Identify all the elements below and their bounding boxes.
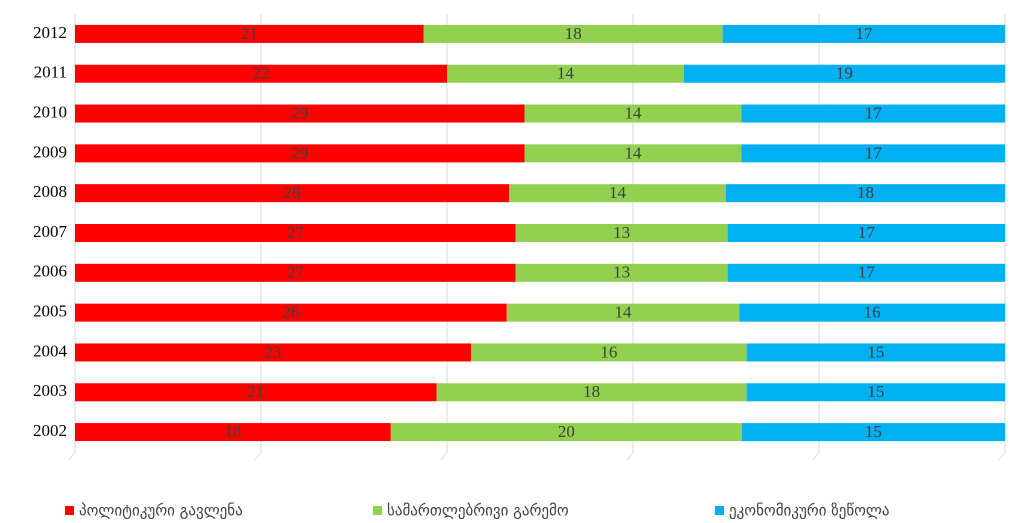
data-label: 13	[613, 263, 630, 282]
data-label: 17	[865, 143, 883, 162]
legend-swatch	[715, 506, 724, 515]
bar-segment	[75, 224, 516, 242]
bar-segment	[741, 423, 1005, 442]
y-tick-label: 2005	[33, 302, 67, 321]
bar-segment	[75, 64, 447, 83]
data-label: 19	[836, 64, 853, 83]
data-label: 23	[265, 342, 282, 361]
data-label: 27	[287, 223, 305, 242]
y-tick-label: 2010	[33, 102, 67, 121]
data-label: 15	[867, 382, 884, 401]
tick-mark	[68, 451, 76, 461]
data-label: 18	[565, 24, 582, 43]
legend-label: პოლიტიკური გავლენა	[79, 502, 243, 520]
y-tick-label: 2011	[34, 63, 67, 82]
data-label: 17	[858, 223, 876, 242]
bar-segment	[515, 224, 728, 242]
bar-segment	[75, 144, 525, 163]
bar-segment	[739, 303, 1005, 322]
tick-mark	[626, 451, 634, 461]
y-tick-label: 2008	[33, 182, 67, 201]
bar-segment	[390, 423, 742, 442]
bar-segment	[423, 24, 723, 43]
data-label: 21	[247, 382, 264, 401]
y-tick-label: 2012	[33, 23, 67, 42]
bar-segment	[75, 24, 424, 43]
y-tick-label: 2003	[33, 381, 67, 400]
bar-segment	[746, 383, 1005, 402]
data-label: 14	[615, 303, 633, 322]
bar-segment	[506, 303, 740, 322]
bar-segment	[447, 64, 684, 83]
bar-segment	[524, 144, 742, 163]
bar-segment	[471, 343, 747, 362]
bar-segment	[722, 24, 1005, 43]
data-label: 14	[557, 64, 575, 83]
data-label: 27	[287, 263, 305, 282]
bar-segment	[75, 104, 525, 123]
bar-segment	[75, 383, 437, 402]
data-label: 18	[857, 183, 874, 202]
data-label: 28	[284, 183, 301, 202]
bar-segment	[741, 104, 1005, 123]
data-label: 14	[625, 103, 643, 122]
bar-segment	[741, 144, 1005, 163]
bar-segment	[75, 343, 472, 362]
data-label: 14	[625, 143, 643, 162]
data-label: 15	[865, 422, 882, 441]
y-tick-label: 2004	[33, 341, 68, 360]
data-label: 29	[291, 103, 308, 122]
tick-mark	[440, 451, 448, 461]
data-label: 14	[609, 183, 627, 202]
data-label: 17	[858, 263, 876, 282]
bar-segment	[683, 64, 1005, 83]
legend-swatch	[373, 506, 382, 515]
bar-segment	[515, 263, 728, 282]
data-label: 15	[867, 342, 884, 361]
tick-mark	[254, 451, 262, 461]
tick-mark	[998, 451, 1006, 461]
bar-segment	[727, 263, 1005, 282]
tick-mark	[812, 451, 820, 461]
bar-segment	[746, 343, 1005, 362]
y-tick-label: 2009	[33, 142, 67, 161]
bar-segment	[75, 263, 516, 282]
bar-segment	[75, 423, 391, 442]
data-label: 17	[855, 24, 873, 43]
data-label: 16	[864, 303, 881, 322]
bar-segment	[75, 303, 507, 322]
bar-segment	[436, 383, 747, 402]
data-label: 22	[253, 64, 270, 83]
data-label: 29	[291, 143, 308, 162]
y-tick-label: 2007	[33, 222, 68, 241]
data-label: 21	[241, 24, 258, 43]
legend-label: სამართლებრივი გარემო	[387, 502, 569, 520]
data-label: 18	[224, 422, 241, 441]
data-label: 18	[583, 382, 600, 401]
y-tick-label: 2002	[33, 421, 67, 440]
bar-segment	[727, 224, 1005, 242]
data-label: 17	[865, 103, 883, 122]
bar-segment	[524, 104, 742, 123]
y-tick-label: 2006	[33, 262, 67, 281]
legend-label: ეკონომიკური ზეწოლა	[729, 502, 890, 520]
bar-segment	[726, 184, 1005, 203]
data-label: 13	[613, 223, 630, 242]
data-label: 20	[558, 422, 575, 441]
data-label: 16	[600, 342, 617, 361]
data-label: 26	[282, 303, 299, 322]
legend-swatch	[65, 506, 74, 515]
bar-segment	[509, 184, 726, 203]
bar-segment	[75, 184, 509, 203]
